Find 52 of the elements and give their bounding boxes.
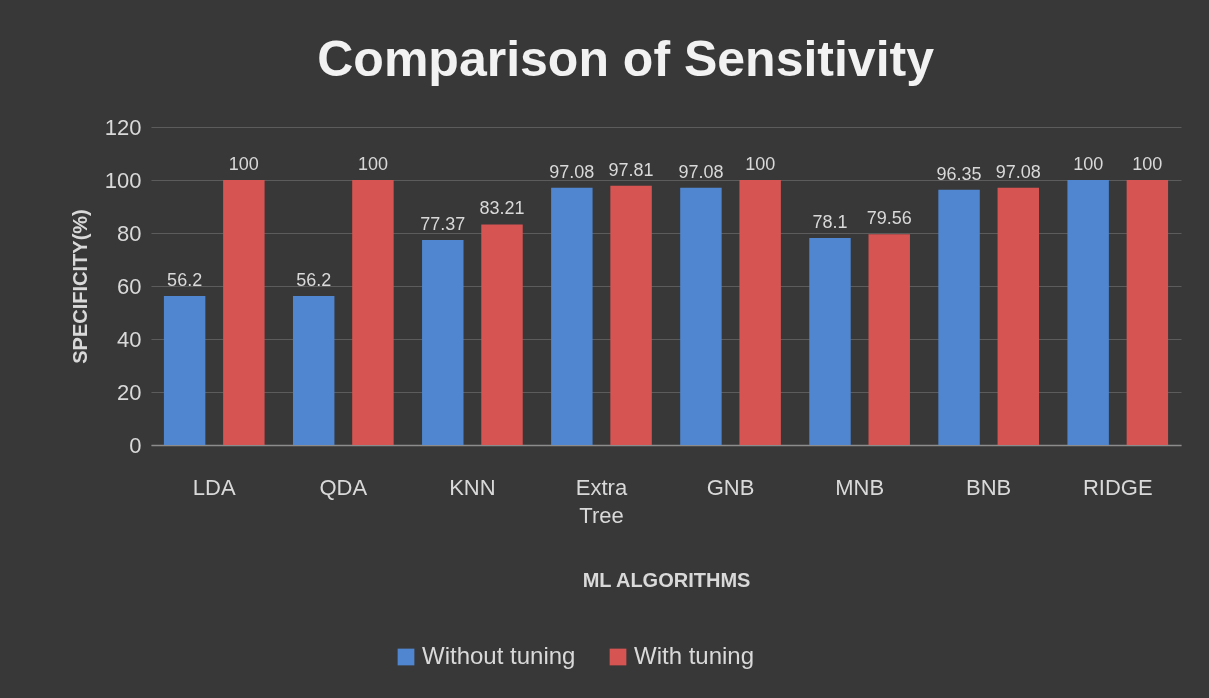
bar [223,180,265,445]
x-tick-label: BNB [966,474,1012,500]
x-tick-label: MNB [835,474,885,500]
x-tick-label: Extra Tree [575,474,628,528]
data-label: 83.21 [479,198,525,219]
data-label: 97.08 [678,161,724,182]
data-label: 79.56 [866,208,912,229]
x-tick-label: LDA [192,474,236,500]
y-tick-label: 120 [104,114,142,140]
legend-label: Without tuning [422,642,576,669]
bar [1126,180,1169,445]
data-label: 100 [745,154,776,174]
y-tick-label: 60 [117,273,142,299]
bar [938,189,980,445]
data-label: 78.1 [812,212,848,233]
y-tick-label: 20 [117,379,142,405]
chart-title: Comparison of Sensitivity [317,31,935,87]
data-label: 100 [228,154,259,174]
bar [1067,180,1109,445]
data-label: 56.2 [296,270,332,291]
x-axis-title: ML ALGORITHMS [582,568,751,591]
bar [352,180,394,445]
bar [292,296,335,445]
y-tick-label: 40 [117,326,142,352]
y-tick-label: 100 [104,167,142,193]
bar [868,234,910,445]
x-tick-label: KNN [449,474,496,500]
data-label: 100 [1073,154,1104,174]
data-label: 77.37 [420,213,466,234]
data-label: 97.08 [995,161,1041,182]
y-axis-title: SPECIFICITY(%) [68,209,91,364]
bar [163,296,206,445]
bar [422,239,464,445]
bar [680,187,722,445]
bar [997,187,1040,445]
bar [481,224,523,445]
legend-label: With tuning [634,642,755,669]
y-tick-label: 0 [129,432,142,458]
y-tick-label: 80 [117,220,142,246]
data-label: 97.08 [549,161,595,182]
bar [551,187,593,445]
x-tick-label: QDA [319,474,368,500]
data-label: 100 [1132,154,1163,174]
x-tick-label: RIDGE [1082,474,1153,500]
data-label: 96.35 [936,163,982,184]
data-label: 56.2 [167,270,203,291]
bar [739,180,781,445]
bar [610,185,652,445]
x-tick-label: GNB [706,474,755,500]
bar [809,238,851,445]
data-label: 97.81 [608,159,654,180]
data-label: 100 [357,154,388,174]
